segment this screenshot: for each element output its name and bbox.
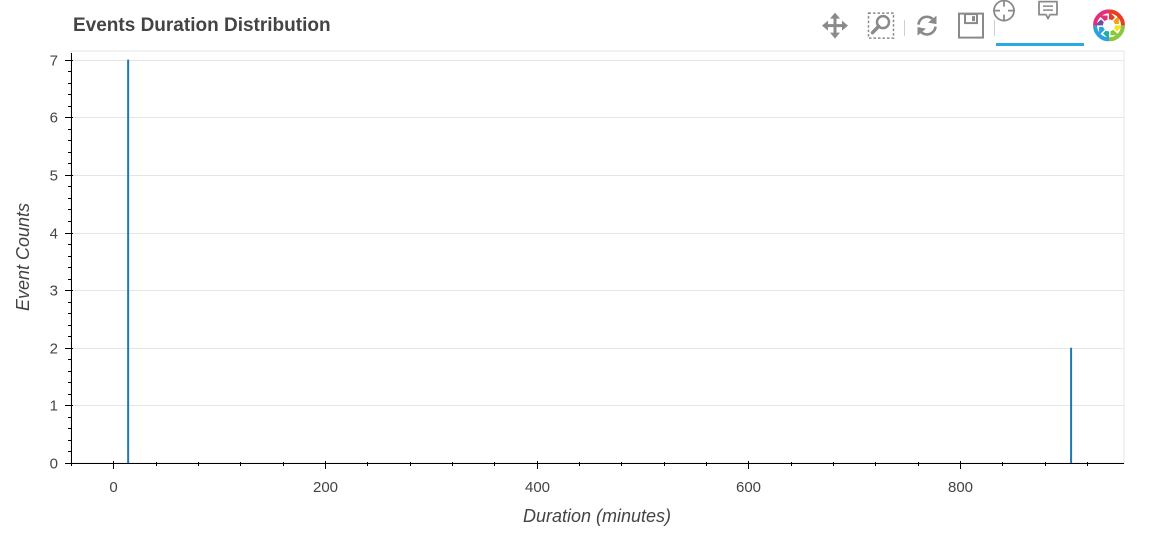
y-tick-label: 6 — [50, 110, 58, 127]
bar[interactable] — [1070, 347, 1073, 463]
chart-title: Events Duration Distribution — [73, 15, 331, 36]
y-tick-label: 1 — [50, 398, 58, 415]
hover-tool-button[interactable] — [1038, 0, 1084, 43]
x-tick-label: 600 — [736, 479, 761, 496]
pan-tool-button[interactable] — [814, 10, 856, 46]
bokeh-logo-icon — [1093, 8, 1125, 41]
pan-icon — [822, 12, 848, 39]
crosshair-tool-button[interactable] — [993, 0, 1040, 43]
y-tick-label: 2 — [50, 341, 58, 358]
toolbar — [812, 0, 1132, 52]
x-axis-label: Duration (minutes) — [523, 506, 671, 526]
x-tick-label: 400 — [525, 479, 550, 496]
x-tick-label: 800 — [948, 479, 973, 496]
toolbar-separator — [994, 20, 995, 36]
plot-frame — [70, 50, 1125, 464]
y-tick-label: 4 — [50, 226, 58, 243]
grid-layer — [71, 60, 1124, 406]
y-tick-label: 3 — [50, 283, 58, 300]
save-icon — [958, 12, 984, 39]
bar[interactable] — [127, 59, 130, 463]
reset-tool-button[interactable] — [906, 10, 948, 46]
axes-layer: 0 1 2 3 4 5 6 7 0 200 400 600 800 — [50, 53, 1124, 496]
reset-icon — [917, 14, 937, 36]
toolbar-separator — [904, 20, 905, 36]
y-tick-label: 5 — [50, 168, 58, 185]
crosshair-icon — [993, 0, 1015, 22]
bars-layer — [127, 59, 1073, 463]
save-tool-button[interactable] — [950, 10, 992, 46]
box-zoom-tool-button[interactable] — [860, 10, 902, 46]
hover-icon — [1038, 0, 1058, 20]
y-tick-label: 0 — [50, 456, 58, 473]
box-zoom-icon — [867, 11, 895, 39]
y-axis-label: Event Counts — [13, 203, 33, 311]
bokeh-logo-link[interactable] — [1088, 8, 1130, 46]
x-tick-label: 0 — [109, 479, 117, 496]
x-tick-label: 200 — [313, 479, 338, 496]
y-tick-label: 7 — [50, 53, 58, 70]
inspector-tools-group — [993, 0, 1084, 46]
